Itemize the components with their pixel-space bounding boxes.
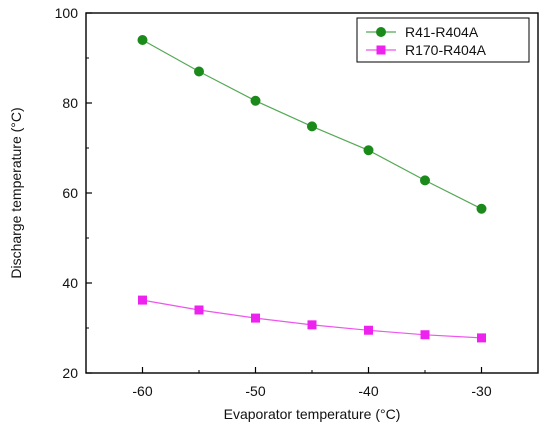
y-tick-label-2: 60	[62, 185, 78, 201]
series-1-point-0	[138, 295, 147, 305]
legend-label-r170: R170-R404A	[405, 42, 487, 58]
series-1-point-5	[420, 330, 430, 340]
legend-marker-r41	[376, 27, 386, 37]
y-tick-label-3: 80	[62, 95, 78, 111]
series-0-point-6	[476, 203, 487, 214]
series-0-point-1	[194, 66, 204, 77]
series-1-point-4	[364, 325, 373, 335]
x-tick-label-1: -50	[245, 383, 265, 399]
legend-label-r41: R41-R404A	[405, 24, 479, 40]
x-tick-label-2: -40	[358, 383, 378, 399]
series-0-point-0	[137, 35, 148, 45]
y-axis-title: Discharge temperature (°C)	[8, 107, 24, 278]
series-line-1	[142, 299, 482, 339]
x-tick-label-0: -60	[132, 383, 152, 399]
y-tick-label-4: 100	[55, 5, 79, 21]
x-axis-title: Evaporator temperature (°C)	[224, 406, 401, 422]
plot-frame	[85, 12, 539, 374]
series-0-point-2	[250, 95, 261, 106]
legend-marker-r170	[376, 45, 386, 55]
series-0-point-3	[307, 121, 317, 132]
series-1-point-6	[477, 333, 486, 343]
x-tick-label-3: -30	[471, 383, 491, 399]
legend-box	[356, 17, 530, 63]
series-1-point-3	[307, 320, 317, 330]
series-0-point-5	[420, 175, 430, 186]
y-tick-label-0: 20	[62, 365, 78, 381]
legend: R41-R404A R170-R404A	[356, 17, 530, 63]
y-tick-label-1: 40	[62, 275, 78, 291]
series-0-point-4	[363, 145, 374, 156]
series-1-point-2	[251, 313, 260, 323]
series-1-point-1	[194, 305, 204, 315]
